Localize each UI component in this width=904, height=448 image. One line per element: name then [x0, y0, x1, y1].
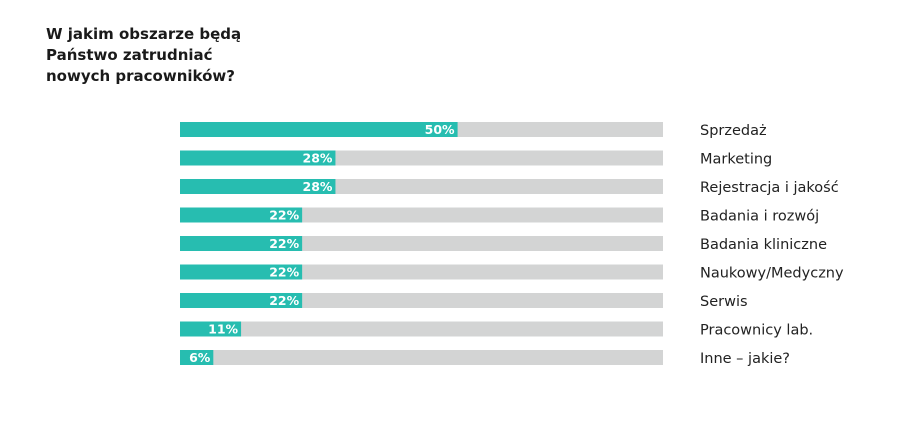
- bar-value-label: 22%: [269, 265, 299, 280]
- bar-value-label: 6%: [189, 350, 211, 365]
- bar-value-label: 28%: [303, 151, 333, 166]
- bar: [180, 122, 458, 137]
- bar: [180, 236, 303, 251]
- bar-value-label: 28%: [303, 179, 333, 194]
- chart-title-line-3: nowych pracowników?: [46, 67, 235, 85]
- bar: [180, 264, 303, 280]
- category-label: Sprzedaż: [700, 123, 767, 139]
- chart-title: W jakim obszarze będą Państwo zatrudniać…: [46, 24, 306, 87]
- category-label: Badania i rozwój: [700, 209, 819, 225]
- chart-title-line-2: Państwo zatrudniać: [46, 46, 213, 64]
- bar: [180, 293, 303, 308]
- bar-value-label: 22%: [269, 236, 299, 251]
- bar: [180, 207, 303, 223]
- bar-track: [180, 321, 663, 337]
- category-label: Naukowy/Medyczny: [700, 266, 844, 282]
- bar-value-label: 22%: [269, 293, 299, 308]
- chart-title-line-1: W jakim obszarze będą: [46, 25, 242, 43]
- category-label: Serwis: [700, 294, 748, 310]
- category-label: Marketing: [700, 152, 772, 168]
- bar-track: [180, 350, 663, 365]
- bar: [180, 179, 336, 194]
- bar: [180, 350, 214, 365]
- category-label: Pracownicy lab.: [700, 323, 813, 339]
- bar: [180, 321, 242, 337]
- category-label: Badania kliniczne: [700, 237, 827, 253]
- bar-value-label: 50%: [425, 122, 455, 137]
- bar: [180, 150, 336, 166]
- category-label: Rejestracja i jakość: [700, 180, 839, 196]
- category-label: Inne – jakie?: [700, 351, 790, 367]
- bar-value-label: 11%: [208, 322, 238, 337]
- bar-value-label: 22%: [269, 208, 299, 223]
